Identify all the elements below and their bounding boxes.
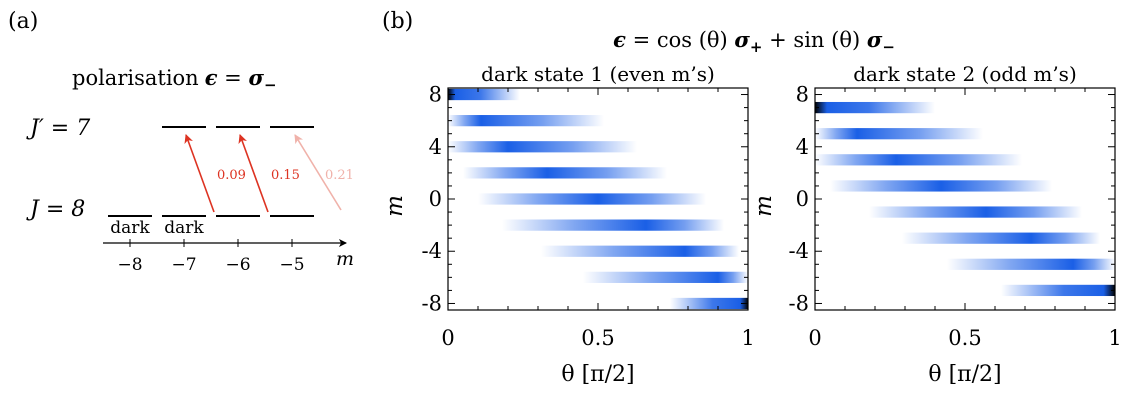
panel-a: (a) polarisation ϵ = σ− J′ = 7 J = 8 dark… (8, 9, 354, 275)
heatmap-2-title: dark state 2 (odd m’s) (853, 62, 1077, 86)
xtick-label: 0 (441, 326, 454, 350)
ytick-label: 4 (796, 135, 809, 159)
band-m-5 (815, 128, 983, 140)
heatmap-dark-state-1: dark state 1 (even m’s) 8 4 0 -4 -8 0 0.5 1 m θ… (382, 62, 755, 387)
xtick-label: 0 (808, 326, 821, 350)
ytick-label: 0 (429, 187, 442, 211)
ytick-label: -4 (789, 239, 809, 263)
band-m--4 (541, 245, 739, 257)
band-m-6 (448, 115, 604, 127)
xtick-label: 1 (741, 326, 754, 350)
xtick-label: 0.5 (581, 326, 614, 350)
m-tick-label-m-7: −7 (171, 255, 196, 275)
heatmap-1-xlabel: θ [π/2] (561, 362, 634, 387)
m-axis-label: m (336, 248, 354, 270)
xtick-label: 1 (1108, 326, 1121, 350)
band-m-8 (448, 88, 520, 101)
panel-a-label: (a) (8, 9, 38, 34)
heatmap-1-ylabel: m (382, 195, 408, 217)
band-m--3 (902, 232, 1100, 244)
band-m-0 (478, 193, 706, 205)
band-m--1 (869, 206, 1082, 218)
ytick-label: 0 (796, 187, 809, 211)
dark-label-m-8: dark (110, 218, 150, 238)
band-m--8 (670, 297, 748, 310)
transition-strength-3: 0.21 (325, 168, 354, 183)
ytick-label: 8 (796, 83, 809, 107)
lower-level-label: J = 8 (26, 197, 85, 222)
band-m--7 (1001, 284, 1115, 297)
panel-b-label: (b) (382, 9, 413, 34)
upper-level-label: J′ = 7 (26, 116, 90, 141)
m-tick-label-m-8: −8 (117, 255, 142, 275)
ytick-label: -8 (789, 291, 809, 315)
transition-arrow-1 (184, 134, 215, 213)
ytick-label: 8 (429, 83, 442, 107)
xtick-label: 0.5 (948, 326, 981, 350)
band-m-4 (448, 141, 637, 153)
m-tick-label-m-5: −5 (279, 255, 304, 275)
transition-arrow-3 (294, 134, 342, 211)
band-m--6 (583, 271, 748, 283)
heatmap-1-title: dark state 1 (even m’s) (481, 62, 715, 86)
heatmap-2-frame (814, 87, 1116, 311)
band-m-7 (815, 101, 935, 114)
m-tick-label-m-6: −6 (225, 255, 250, 275)
band-m-2 (463, 167, 667, 179)
transition-strength-1: 0.09 (217, 168, 246, 183)
band-m--5 (947, 258, 1115, 270)
heatmap-2-xlabel: θ [π/2] (928, 362, 1001, 387)
band-m-3 (815, 154, 1022, 166)
transition-arrow-2 (238, 134, 269, 213)
polarisation-title: polarisation ϵ = σ− (72, 65, 277, 94)
ytick-label: 4 (429, 135, 442, 159)
ytick-label: -4 (422, 239, 442, 263)
band-m-1 (830, 180, 1052, 192)
dark-label-m-7: dark (164, 218, 204, 238)
band-m--2 (502, 219, 724, 231)
polarisation-formula: ϵ = cos (θ) σ+ + sin (θ) σ− (613, 27, 895, 56)
panel-b: (b) ϵ = cos (θ) σ+ + sin (θ) σ− dark sta… (382, 9, 1122, 387)
heatmap-dark-state-2: dark state 2 (odd m’s) 8 4 0 -4 -8 0 0.5 1 m θ … (751, 62, 1122, 387)
ytick-label: -8 (422, 291, 442, 315)
heatmap-2-ylabel: m (751, 195, 777, 217)
transition-strength-2: 0.15 (271, 168, 300, 183)
